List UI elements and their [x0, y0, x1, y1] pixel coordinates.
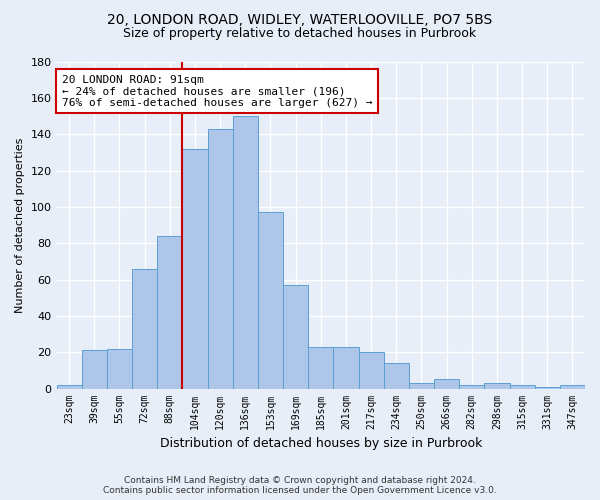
Bar	[107, 348, 132, 389]
Y-axis label: Number of detached properties: Number of detached properties	[15, 138, 25, 312]
Bar	[459, 385, 484, 388]
Bar	[208, 128, 233, 388]
Bar	[434, 380, 459, 388]
Text: 20, LONDON ROAD, WIDLEY, WATERLOOVILLE, PO7 5BS: 20, LONDON ROAD, WIDLEY, WATERLOOVILLE, …	[107, 12, 493, 26]
Bar	[535, 386, 560, 388]
Text: Size of property relative to detached houses in Purbrook: Size of property relative to detached ho…	[124, 28, 476, 40]
Bar	[82, 350, 107, 389]
Bar	[132, 268, 157, 388]
Bar	[56, 385, 82, 388]
Bar	[409, 383, 434, 388]
Bar	[157, 236, 182, 388]
Bar	[383, 363, 409, 388]
Text: Contains HM Land Registry data © Crown copyright and database right 2024.
Contai: Contains HM Land Registry data © Crown c…	[103, 476, 497, 495]
Text: 20 LONDON ROAD: 91sqm
← 24% of detached houses are smaller (196)
76% of semi-det: 20 LONDON ROAD: 91sqm ← 24% of detached …	[62, 74, 373, 108]
Bar	[484, 383, 509, 388]
Bar	[258, 212, 283, 388]
Bar	[283, 285, 308, 389]
Bar	[560, 385, 585, 388]
Bar	[233, 116, 258, 388]
Bar	[182, 148, 208, 388]
Bar	[359, 352, 383, 389]
Bar	[334, 347, 359, 389]
Bar	[308, 347, 334, 389]
Bar	[509, 385, 535, 388]
X-axis label: Distribution of detached houses by size in Purbrook: Distribution of detached houses by size …	[160, 437, 482, 450]
